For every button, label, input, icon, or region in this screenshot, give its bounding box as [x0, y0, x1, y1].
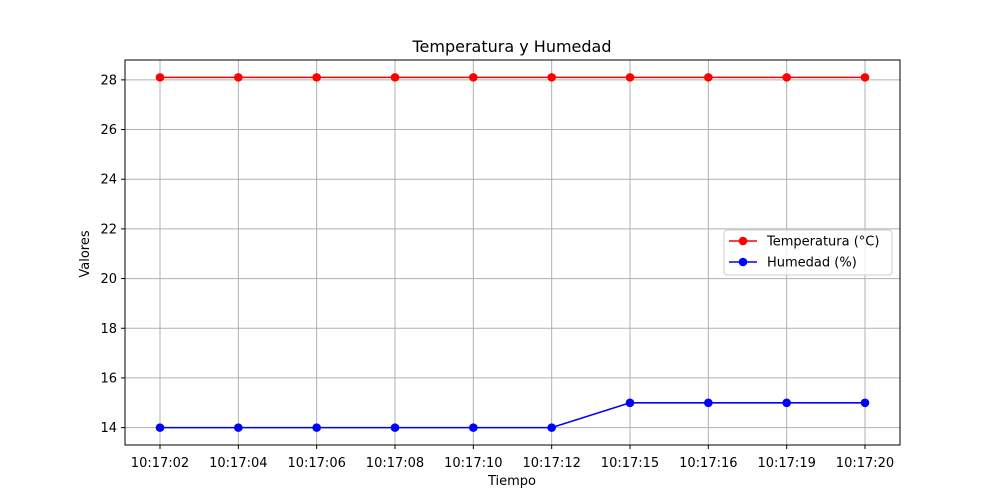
y-tick-label: 28 [100, 73, 117, 88]
data-point [782, 398, 791, 408]
data-point [390, 423, 400, 432]
x-axis: 10:17:02 10:17:04 10:17:06 10:17:08 10:17:10… [131, 445, 894, 471]
x-tick-label: 10:17:20 [836, 456, 894, 471]
data-point [704, 73, 713, 82]
y-tick-label: 20 [100, 272, 117, 287]
legend-marker [738, 257, 748, 267]
legend-label: Temperatura (°C) [766, 235, 879, 250]
x-tick-label: 10:17:15 [601, 456, 659, 471]
data-point [860, 398, 870, 408]
data-point [860, 73, 870, 82]
y-axis-label: Valores [78, 230, 93, 277]
data-point [469, 73, 478, 82]
x-tick-label: 10:17:06 [287, 456, 345, 471]
y-tick-label: 18 [100, 322, 117, 337]
data-point [312, 423, 321, 432]
x-tick-label: 10:17:04 [209, 456, 267, 471]
series-0 [155, 73, 870, 82]
series-line [160, 401, 865, 429]
y-axis: 14 16 18 20 22 24 26 28 [100, 73, 125, 436]
series-1 [155, 398, 870, 432]
x-tick-label: 10:17:19 [757, 456, 815, 471]
x-tick-label: 10:17:08 [366, 456, 424, 471]
data-point [469, 423, 478, 432]
legend-marker [738, 236, 748, 246]
y-tick-label: 22 [100, 222, 117, 237]
data-point [625, 398, 635, 408]
data-point [390, 73, 400, 82]
series-layer [155, 73, 870, 432]
legend: Temperatura (°C) Humedad (%) [723, 229, 893, 276]
data-point [155, 73, 165, 82]
y-tick-label: 14 [100, 421, 117, 436]
data-point [234, 423, 243, 432]
legend-box [723, 229, 893, 276]
x-tick-label: 10:17:12 [522, 456, 580, 471]
y-tick-label: 24 [100, 173, 117, 188]
legend-item: Temperatura (°C) [729, 235, 879, 250]
data-point [547, 73, 556, 82]
x-tick-label: 10:17:16 [679, 456, 737, 471]
data-point [155, 423, 165, 432]
data-point [312, 73, 321, 82]
legend-label: Humedad (%) [767, 256, 857, 271]
chart-title: Temperatura y Humedad [411, 37, 611, 56]
y-tick-label: 16 [100, 371, 117, 386]
legend-item: Humedad (%) [729, 256, 857, 271]
plot-frame [124, 59, 901, 446]
data-point [234, 73, 243, 82]
x-tick-label: 10:17:02 [131, 456, 189, 471]
x-axis-label: Tiempo [487, 474, 536, 489]
data-point [625, 73, 635, 82]
y-tick-label: 26 [100, 123, 117, 138]
x-tick-label: 10:17:10 [444, 456, 502, 471]
data-point [547, 423, 556, 432]
data-point [782, 73, 791, 82]
data-point [704, 398, 713, 408]
